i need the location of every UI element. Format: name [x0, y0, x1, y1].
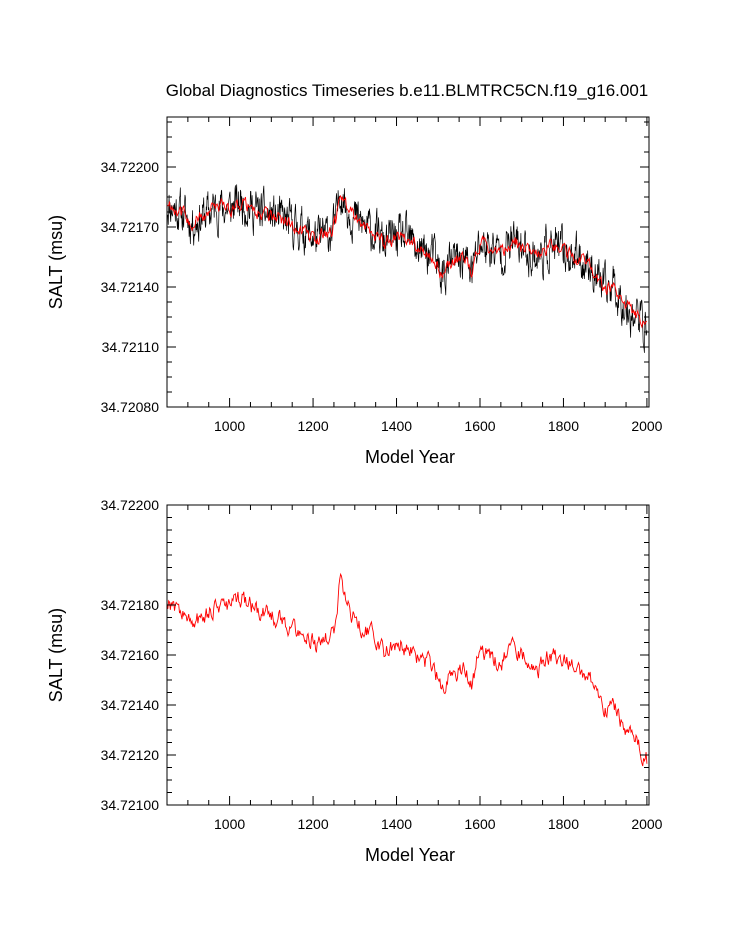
y-tick-label: 34.72170 [101, 219, 160, 235]
y-tick-label: 34.72140 [101, 697, 160, 713]
y-tick-label: 34.72120 [101, 747, 160, 763]
series-line-running-mean [167, 194, 648, 329]
plot-frame [166, 504, 650, 806]
y-tick-label: 34.72140 [101, 279, 160, 295]
y-tick-label: 34.72110 [102, 339, 160, 355]
x-tick-label: 1000 [214, 816, 245, 832]
y-tick-label: 34.72180 [101, 597, 160, 613]
x-tick-label: 2000 [631, 418, 662, 434]
x-tick-label: 1600 [464, 418, 495, 434]
plot-frame [166, 116, 650, 408]
x-tick-label: 1000 [214, 418, 245, 434]
y-tick-label: 34.72200 [101, 159, 160, 175]
y-axis-label: SALT (msu) [46, 215, 66, 309]
x-tick-label: 1200 [297, 816, 328, 832]
bottom-panel: 1000 1200 1400 1600 1800 2000 34.72100 34.72120… [46, 497, 663, 865]
x-tick-label: 1400 [381, 816, 412, 832]
series-line-running-mean [167, 572, 648, 767]
top-panel: 1000 1200 1400 1600 1800 2000 34.72080 34.72110… [46, 116, 663, 467]
y-tick-label: 34.72080 [101, 399, 160, 415]
x-axis-label: Model Year [365, 447, 455, 467]
x-tick-label: 1800 [548, 816, 579, 832]
y-axis-label: SALT (msu) [46, 608, 66, 702]
chart-title: Global Diagnostics Timeseries b.e11.BLMT… [166, 81, 649, 100]
y-tick-label: 34.72200 [101, 497, 160, 513]
x-tick-label: 1200 [297, 418, 328, 434]
y-tick-label: 34.72100 [101, 797, 160, 813]
series-line-annual [167, 184, 648, 353]
x-tick-label: 1800 [548, 418, 579, 434]
x-tick-label: 1600 [464, 816, 495, 832]
x-tick-label: 2000 [631, 816, 662, 832]
x-tick-label: 1400 [381, 418, 412, 434]
x-axis-label: Model Year [365, 845, 455, 865]
y-tick-label: 34.72160 [101, 647, 160, 663]
